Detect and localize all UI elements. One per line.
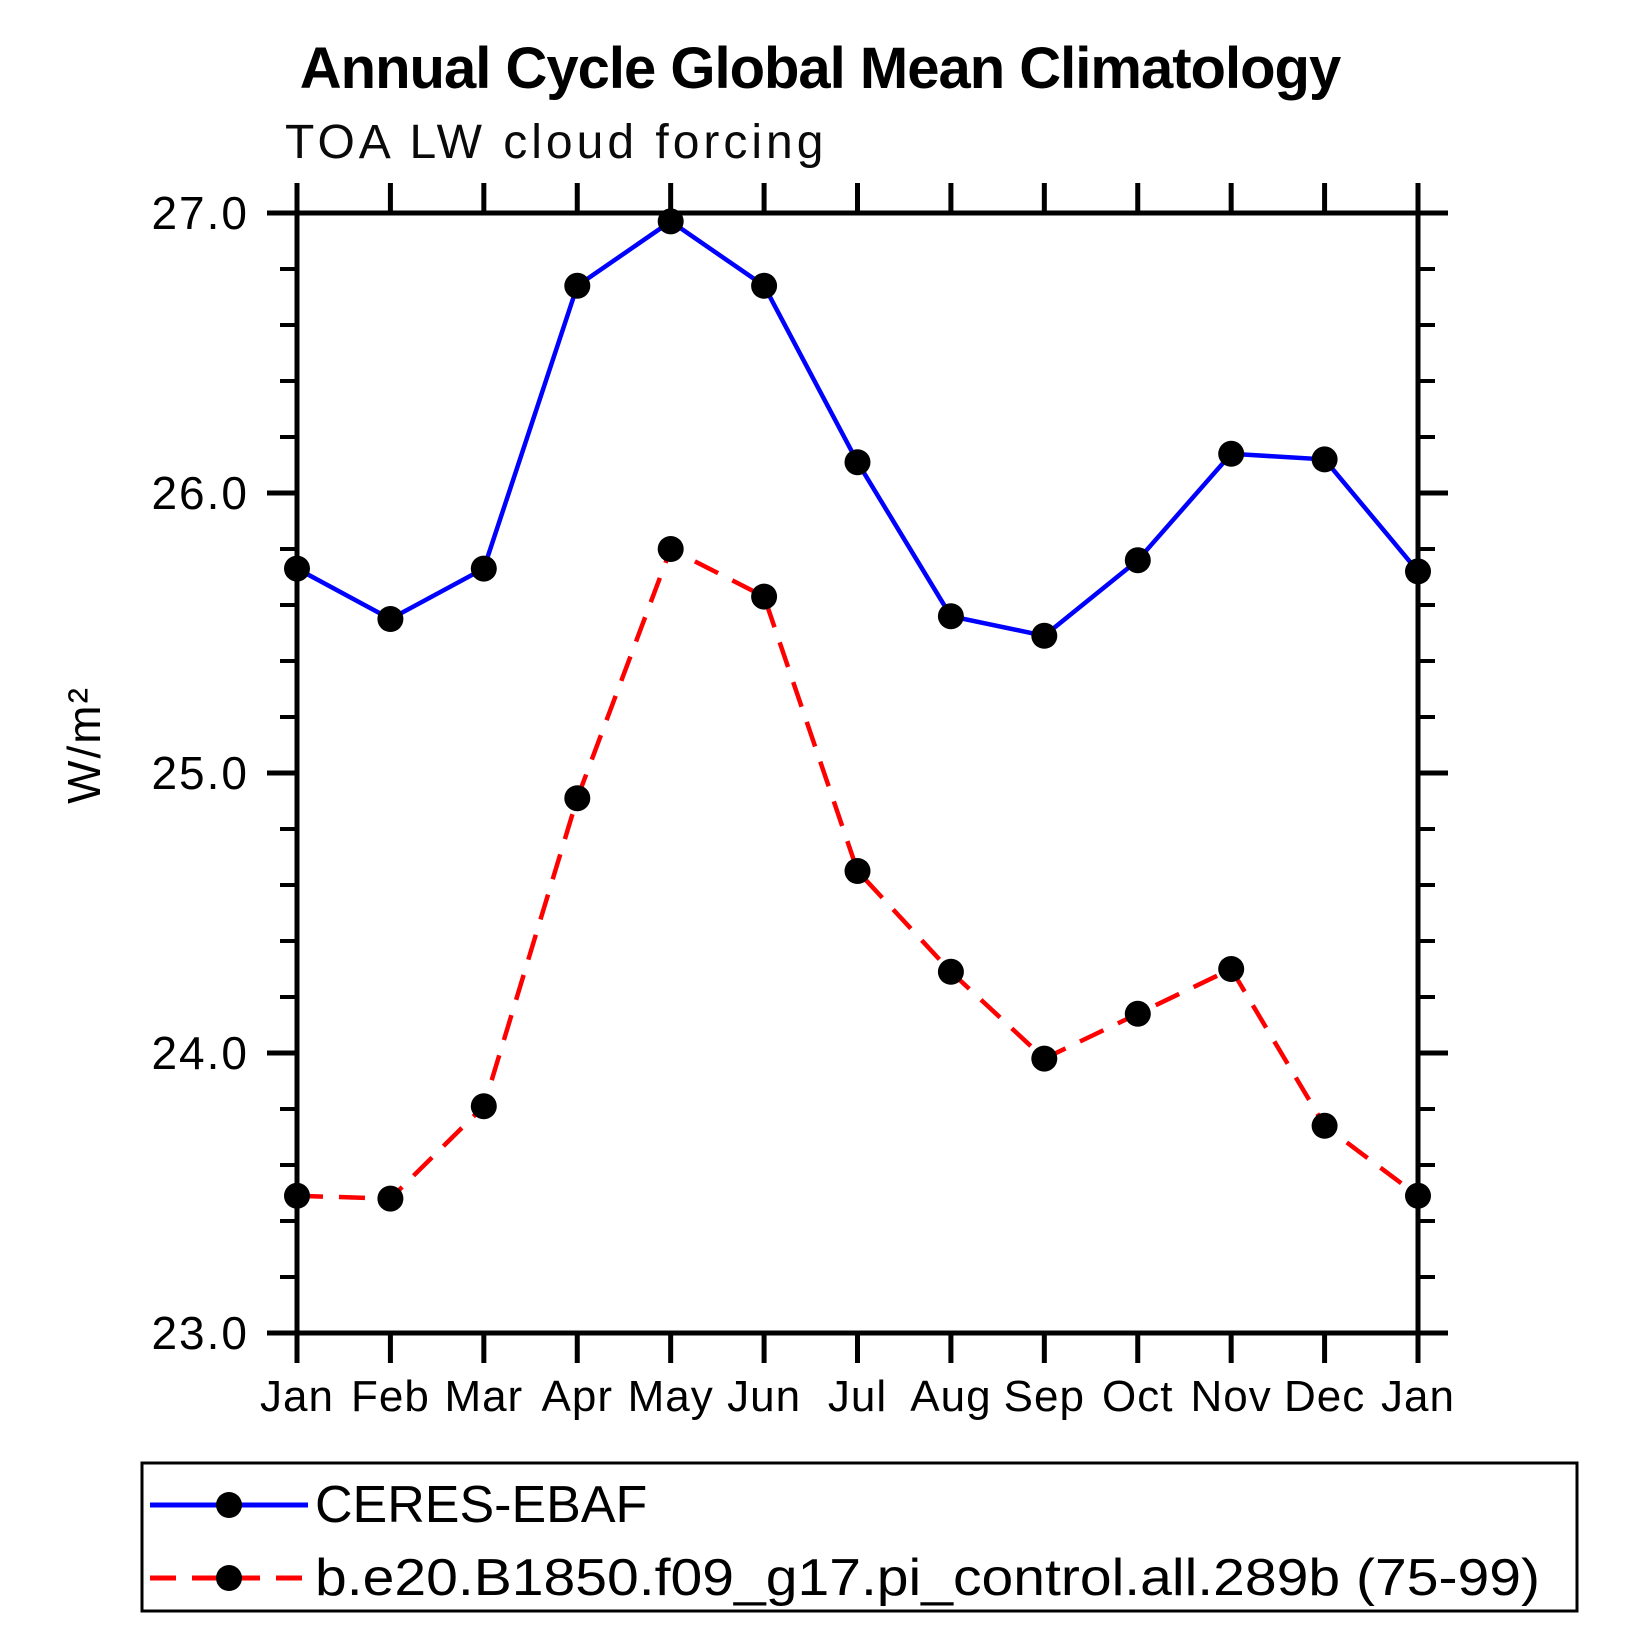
series-1-marker: [751, 583, 778, 610]
series-1-marker: [1311, 1112, 1338, 1139]
x-tick-label: Jan: [1381, 1372, 1455, 1421]
series-1-marker: [1124, 1000, 1151, 1027]
series-0-marker: [284, 555, 310, 582]
x-tick-label: Mar: [444, 1372, 523, 1421]
y-tick-label: 24.0: [151, 1027, 249, 1079]
x-tick-label: Jul: [828, 1372, 887, 1421]
series-0-marker: [470, 555, 497, 582]
series-1-marker: [937, 958, 964, 985]
series-1-marker: [470, 1093, 497, 1120]
y-tick-label: 27.0: [151, 187, 249, 239]
x-tick-label: Apr: [542, 1372, 613, 1421]
legend-marker-dot: [216, 1492, 242, 1518]
x-tick-label: Jan: [260, 1372, 334, 1421]
y-tick-label: 23.0: [151, 1307, 249, 1359]
x-tick-label: May: [628, 1372, 714, 1421]
y-tick-label: 26.0: [151, 467, 249, 519]
series-0-marker: [564, 272, 591, 299]
x-tick-label: Dec: [1284, 1372, 1365, 1421]
series-0-marker: [1031, 622, 1058, 649]
y-tick-label: 25.0: [151, 747, 249, 799]
x-tick-label: Feb: [351, 1372, 430, 1421]
legend-label-model: b.e20.B1850.f09_g17.pi_control.all.289b …: [315, 1549, 1540, 1607]
chart-subtitle: TOA LW cloud forcing: [285, 116, 827, 169]
series-1-marker: [844, 858, 871, 884]
series-1-marker: [657, 536, 684, 562]
series-0-marker: [657, 208, 684, 235]
legend-marker-dot: [216, 1565, 242, 1591]
axis-tick-labels: Jan Feb Mar Apr May Jun Jul Aug Sep Oct Nov Dec Jan2…: [151, 187, 1455, 1421]
series-1-marker: [1405, 1182, 1431, 1209]
legend: CERES-EBAF b.e20.B1850.f09_g17.pi_contro…: [140, 1461, 1579, 1613]
series-1-marker: [564, 785, 591, 812]
series-0-marker: [1218, 440, 1245, 467]
legend-box: [140, 1461, 1579, 1613]
series-1-marker: [1031, 1045, 1058, 1072]
x-tick-label: Jun: [727, 1372, 801, 1421]
series-0-marker: [937, 603, 964, 630]
legend-label-ceres: CERES-EBAF: [315, 1476, 647, 1534]
x-tick-label: Oct: [1102, 1372, 1173, 1421]
axis-ticks: [267, 183, 1448, 1363]
series-0-line: [295, 218, 1420, 639]
chart-title: Annual Cycle Global Mean Climatology: [300, 36, 1341, 101]
series-1-marker: [284, 1182, 310, 1209]
series-0-marker: [1124, 547, 1151, 574]
plot-frame: [294, 210, 1421, 1336]
series-1-marker: [377, 1185, 404, 1212]
x-tick-label: Sep: [1004, 1372, 1085, 1421]
data-series: [284, 208, 1431, 1212]
series-1-marker: [1218, 956, 1245, 982]
series-0-marker: [1405, 558, 1431, 585]
series-0-marker: [751, 272, 778, 299]
series-0-marker: [1311, 446, 1338, 473]
series-0-marker: [844, 449, 871, 476]
series-0-marker: [377, 606, 404, 632]
x-tick-label: Nov: [1191, 1372, 1272, 1421]
y-axis-label: W/m²: [58, 686, 110, 804]
x-tick-label: Aug: [910, 1372, 991, 1421]
legend-entry-model: b.e20.B1850.f09_g17.pi_control.all.289b …: [150, 1549, 1540, 1607]
legend-entry-ceres: CERES-EBAF: [150, 1476, 647, 1534]
